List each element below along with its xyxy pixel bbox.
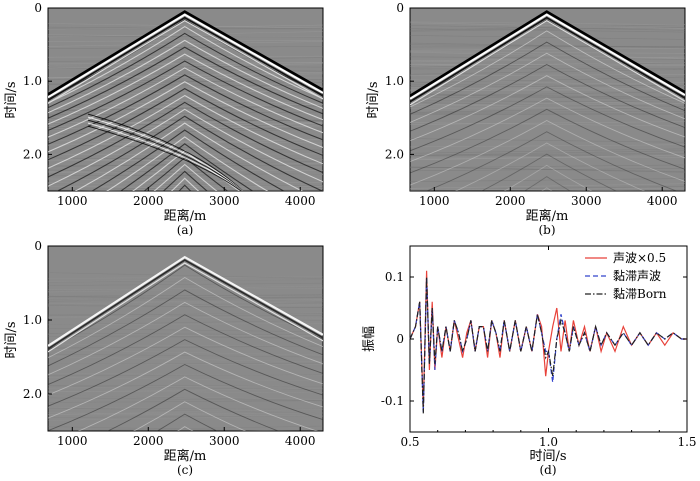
x-tick-label: 4000 <box>285 194 316 208</box>
y-tick-label: -0.1 <box>381 394 404 408</box>
x-tick-label: 2000 <box>495 194 526 208</box>
panel-b: 1000 2000 3000 4000 0 1.0 2.0 距离/m (b) 时间/s <box>366 1 686 237</box>
legend-entry: 声波×0.5 <box>613 251 666 265</box>
y-tick-label: 1.0 <box>23 313 42 327</box>
panel-b-axes: 1000 2000 3000 4000 0 1.0 2.0 <box>385 1 678 208</box>
legend-entry: 黏滞声波 <box>613 269 661 283</box>
y-tick-label: 0 <box>34 1 42 15</box>
panel-c-xlabel: 距离/m <box>164 448 207 464</box>
panel-c-plot-area <box>48 255 323 431</box>
x-tick-label: 3000 <box>209 194 240 208</box>
x-tick-label: 4000 <box>647 194 678 208</box>
x-tick-label: 2000 <box>133 194 164 208</box>
x-tick-label: 1000 <box>57 434 88 448</box>
x-tick-label: 3000 <box>571 194 602 208</box>
y-tick-label: 1.0 <box>23 74 42 88</box>
panel-c-caption: (c) <box>177 463 193 477</box>
panel-a-axes: 1000 2000 3000 4000 0 1.0 2.0 <box>23 1 316 208</box>
y-tick-label: 2.0 <box>23 147 42 161</box>
y-tick-label: 0.1 <box>385 270 404 284</box>
y-tick-label: 2.0 <box>385 147 404 161</box>
x-tick-label: 1.0 <box>539 435 558 449</box>
x-tick-label: 0.5 <box>400 435 419 449</box>
legend-entry: 黏滞Born <box>613 287 667 301</box>
panel-c: 1000 2000 3000 4000 0 1.0 2.0 距离/m (c) 时间/s <box>4 239 324 477</box>
y-tick-label: 0 <box>396 332 404 346</box>
x-tick-label: 1.5 <box>677 435 696 449</box>
panel-b-xlabel: 距离/m <box>526 208 569 224</box>
panel-c-axes: 1000 2000 3000 4000 0 1.0 2.0 <box>23 239 316 448</box>
panel-a-ylabel: 时间/s <box>4 81 19 118</box>
panel-d-plot-area <box>409 270 687 414</box>
panel-d-frame <box>409 245 688 433</box>
panel-c-frame <box>47 245 324 432</box>
panel-a-plot-area <box>48 10 323 191</box>
x-tick-label: 1000 <box>57 194 88 208</box>
y-tick-label: 0 <box>34 239 42 253</box>
panel-d-caption: (d) <box>539 463 556 477</box>
x-tick-label: 1000 <box>419 194 450 208</box>
panel-b-frame <box>409 7 686 192</box>
panel-a: 1000 2000 3000 4000 0 1.0 2.0 距离/m (a) 时间/s <box>4 1 324 237</box>
panel-a-caption: (a) <box>177 223 194 237</box>
y-tick-label: 1.0 <box>385 74 404 88</box>
panel-d-xlabel: 时间/s <box>529 449 566 464</box>
x-tick-label: 4000 <box>285 434 316 448</box>
x-tick-label: 2000 <box>133 434 164 448</box>
panel-c-ylabel: 时间/s <box>4 321 19 358</box>
series-line-3 <box>409 276 687 414</box>
panel-d-axes: 0.5 1.0 1.5 0.1 0 -0.1 <box>381 246 697 449</box>
panel-b-plot-area <box>410 10 685 191</box>
panel-b-caption: (b) <box>538 223 555 237</box>
panel-b-ylabel: 时间/s <box>366 81 381 118</box>
panel-d-ylabel: 振幅 <box>362 326 377 352</box>
y-tick-label: 0 <box>396 1 404 15</box>
panel-a-xlabel: 距离/m <box>164 208 207 224</box>
y-tick-label: 2.0 <box>23 387 42 401</box>
x-tick-label: 3000 <box>209 434 240 448</box>
